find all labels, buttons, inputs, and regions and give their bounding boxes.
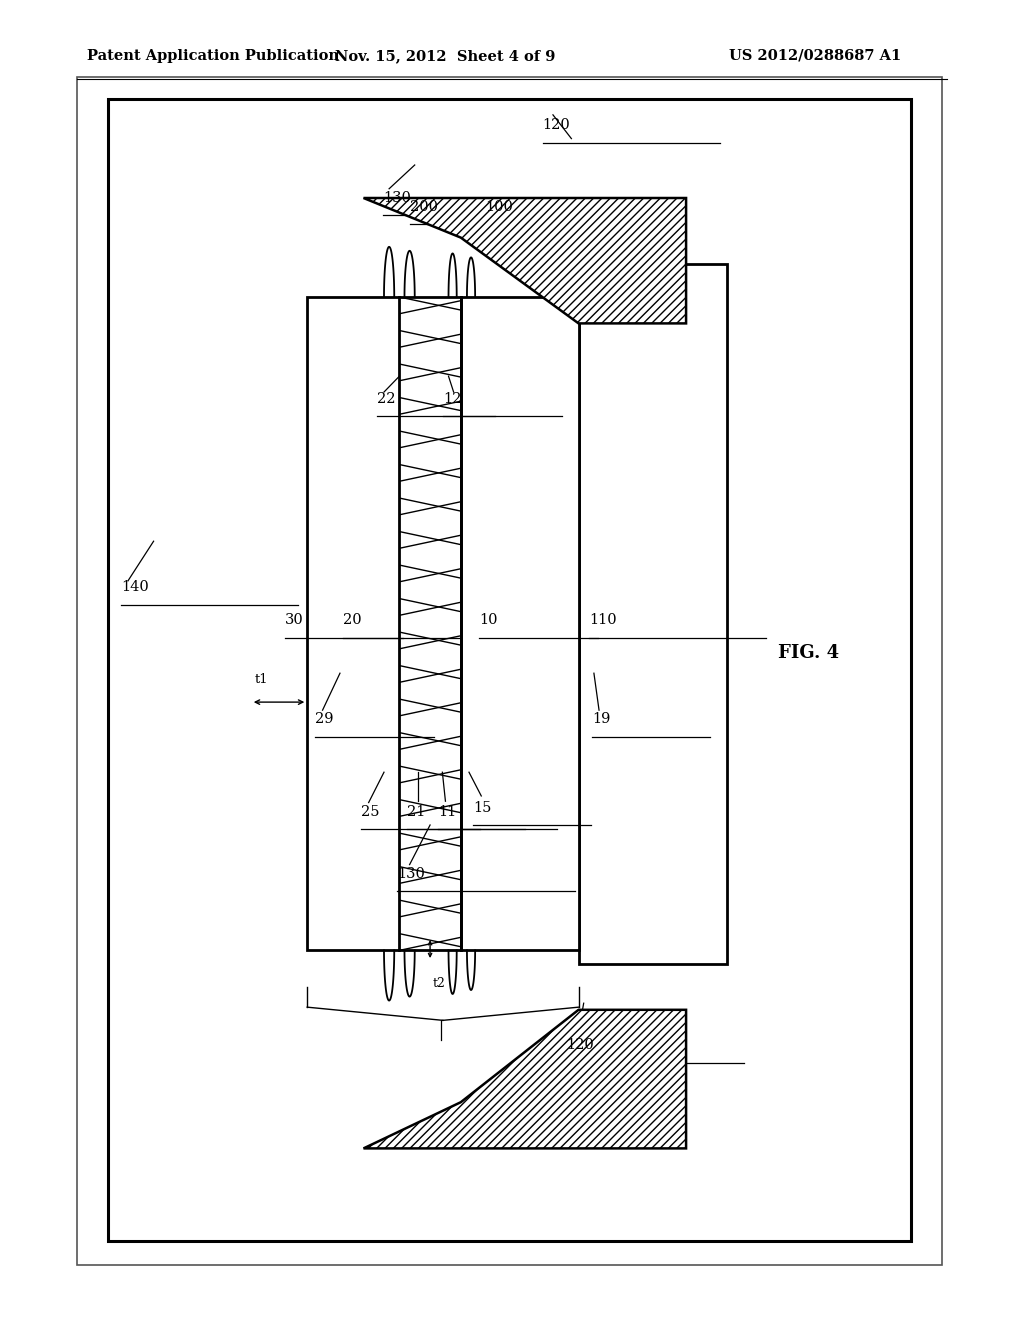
Bar: [108, 99, 911, 1241]
Text: Patent Application Publication: Patent Application Publication: [87, 49, 339, 63]
Text: 130: 130: [383, 191, 411, 205]
Polygon shape: [364, 1010, 686, 1148]
Text: FIG. 4: FIG. 4: [778, 644, 840, 663]
Text: 200: 200: [410, 201, 437, 214]
Text: 12: 12: [443, 392, 462, 405]
Bar: [579, 264, 727, 964]
Text: 30: 30: [285, 614, 303, 627]
Text: 140: 140: [121, 581, 148, 594]
Text: 19: 19: [592, 713, 610, 726]
Text: 120: 120: [543, 119, 570, 132]
Bar: [461, 297, 579, 950]
Text: 110: 110: [589, 614, 616, 627]
Text: 10: 10: [479, 614, 498, 627]
Text: t2: t2: [432, 977, 445, 990]
Text: 120: 120: [566, 1039, 594, 1052]
Bar: [307, 297, 461, 950]
Text: 22: 22: [377, 392, 395, 405]
Text: 130: 130: [397, 867, 425, 880]
Text: 11: 11: [438, 805, 457, 818]
Text: US 2012/0288687 A1: US 2012/0288687 A1: [729, 49, 901, 63]
Bar: [77, 77, 942, 1265]
Text: 21: 21: [407, 805, 425, 818]
Text: Nov. 15, 2012  Sheet 4 of 9: Nov. 15, 2012 Sheet 4 of 9: [335, 49, 556, 63]
Text: t1: t1: [255, 673, 268, 686]
Text: 15: 15: [473, 801, 492, 814]
Text: 20: 20: [343, 614, 361, 627]
Text: 29: 29: [315, 713, 334, 726]
Polygon shape: [364, 198, 686, 323]
Text: 100: 100: [485, 201, 513, 214]
Text: 25: 25: [361, 805, 380, 818]
